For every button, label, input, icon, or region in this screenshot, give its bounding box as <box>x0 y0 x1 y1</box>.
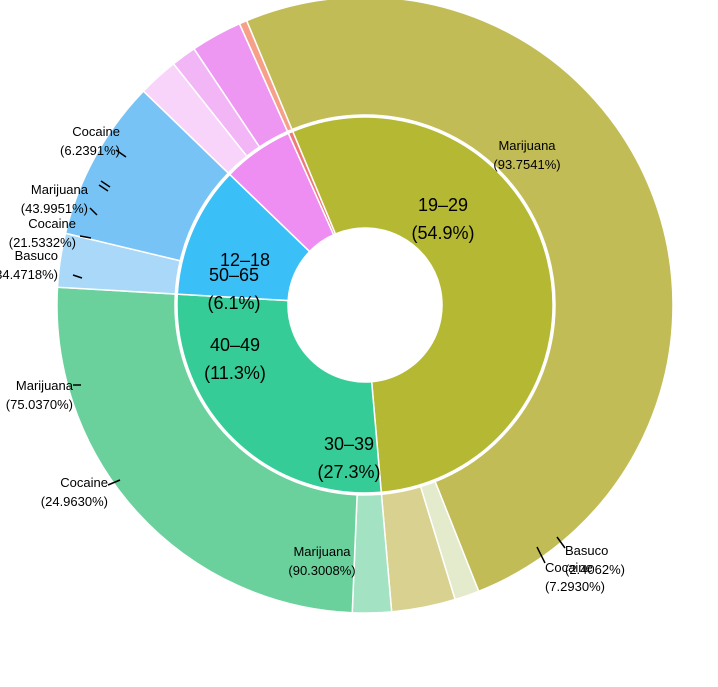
outer-pct-1: (2.4062%) <box>565 562 625 577</box>
outer-label-9: Marijuana <box>31 182 89 197</box>
leader-lines <box>72 149 566 564</box>
outer-pct-6: (75.0370%) <box>6 397 73 412</box>
leader-line-8 <box>79 235 92 239</box>
inner-slice-4 <box>287 130 337 236</box>
leader-line-thin <box>100 180 111 188</box>
outer-slice-10 <box>238 19 293 133</box>
leader-line-2 <box>115 149 127 158</box>
inner-label-4: 12–18 <box>220 250 270 270</box>
inner-pct-0: (54.9%) <box>411 223 474 243</box>
leader-line-5 <box>107 479 121 486</box>
slice-labels: 19–29 (54.9%) 30–39 (27.3%) 40–49 (11.3%) 50–6… <box>0 124 625 594</box>
leader-line-9 <box>89 207 98 216</box>
outer-label-7: Basuco <box>15 248 58 263</box>
outer-pct-8: (21.5332%) <box>9 235 76 250</box>
outer-pct-5: (24.9630%) <box>41 494 108 509</box>
outer-label-8: Cocaine <box>28 216 76 231</box>
center-hole <box>288 228 442 382</box>
outer-label-2: Cocaine <box>72 124 120 139</box>
outer-label-3: Cocaine <box>545 560 593 575</box>
outer-label-4: Marijuana <box>293 544 351 559</box>
outer-label-5: Cocaine <box>60 475 108 490</box>
inner-pct-3: (6.1%) <box>207 293 260 313</box>
outer-slice-4 <box>56 286 358 614</box>
outer-ring <box>56 0 674 614</box>
inner-ring <box>176 116 554 494</box>
outer-pct-0: (93.7541%) <box>493 157 560 172</box>
outer-pct-3: (7.2930%) <box>545 579 605 594</box>
outer-pct-7: (34.4718%) <box>0 267 58 282</box>
inner-pct-1: (27.3%) <box>317 462 380 482</box>
outer-label-6: Marijuana <box>16 378 74 393</box>
outer-pct-4: (90.3008%) <box>288 563 355 578</box>
inner-label-0: 19–29 <box>418 195 468 215</box>
inner-label-1: 30–39 <box>324 434 374 454</box>
leader-line-3 <box>536 546 546 564</box>
leader-line-7 <box>72 274 83 279</box>
inner-pct-2: (11.3%) <box>204 363 266 383</box>
inner-label-2: 40–49 <box>210 335 260 355</box>
leader-line-1 <box>556 536 566 549</box>
inner-label-3: 50–65 <box>209 265 259 285</box>
outer-pct-2: (6.2391%) <box>60 143 120 158</box>
leader-line-thin-2 <box>98 184 109 192</box>
outer-label-0: Marijuana <box>498 138 556 153</box>
outer-label-1: Basuco <box>565 543 608 558</box>
outer-pct-9: (43.9951%) <box>21 201 88 216</box>
